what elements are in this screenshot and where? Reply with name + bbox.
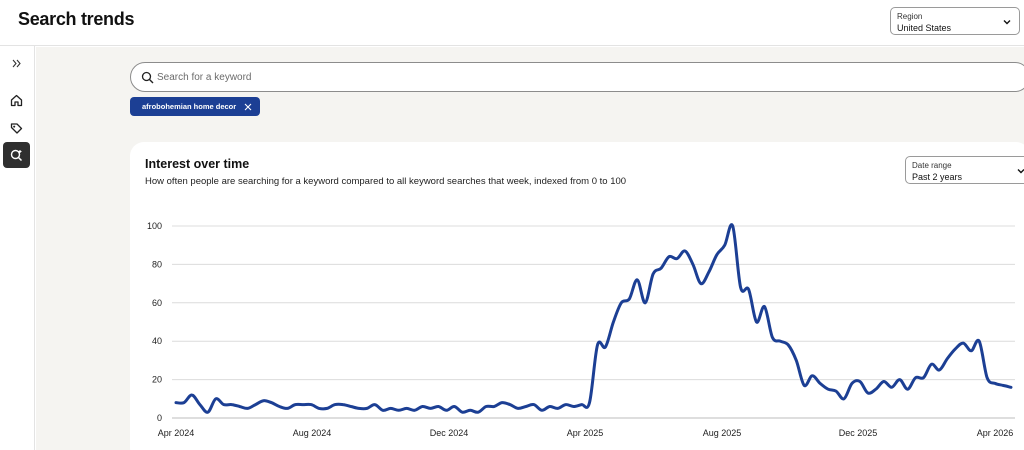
expand-sidebar-icon xyxy=(12,59,21,67)
page-title: Search trends xyxy=(18,9,135,29)
region-select-value: United States xyxy=(897,23,952,33)
date-range-label: Date range xyxy=(912,161,952,170)
search-icon xyxy=(141,71,154,84)
region-select[interactable]: Region United States xyxy=(890,7,1020,35)
close-icon[interactable] xyxy=(244,103,252,111)
sidebar-item-tags[interactable] xyxy=(3,115,30,141)
main-content: afrobohemian home decor Interest over ti… xyxy=(36,47,1024,450)
top-bar: Search trends Region United States xyxy=(0,0,1024,46)
search-input[interactable] xyxy=(157,67,997,87)
chevron-down-icon xyxy=(1017,169,1024,174)
tag-icon xyxy=(10,122,23,134)
sidebar xyxy=(0,46,35,450)
keyword-chip-label: afrobohemian home decor xyxy=(142,102,237,111)
card-title: Interest over time xyxy=(145,157,250,171)
chevron-down-icon xyxy=(1003,20,1011,25)
sidebar-item-home[interactable] xyxy=(3,87,30,113)
expand-sidebar-button[interactable] xyxy=(3,50,30,76)
region-select-label: Region xyxy=(897,12,923,21)
sidebar-item-search-trends[interactable] xyxy=(3,142,30,168)
search-box[interactable] xyxy=(130,62,1024,92)
card-subtitle: How often people are searching for a key… xyxy=(145,176,627,187)
date-range-value: Past 2 years xyxy=(912,172,963,182)
date-range-select[interactable]: Date range Past 2 years xyxy=(905,156,1024,184)
keyword-chip[interactable]: afrobohemian home decor xyxy=(130,97,261,116)
interest-over-time-card: Interest over time How often people are … xyxy=(130,142,1024,450)
search-trends-icon xyxy=(10,149,23,161)
home-icon xyxy=(10,94,23,106)
